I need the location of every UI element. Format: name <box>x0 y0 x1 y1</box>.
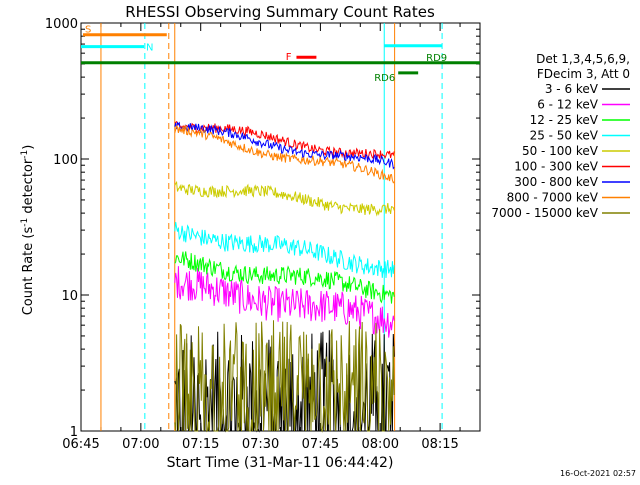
y-tick-label: 1000 <box>45 17 78 32</box>
plot-layer: 1 10 100 1000 06:45 07:00 07:15 07:30 07:45 08:00… <box>45 17 481 452</box>
x-tick-label: 07:30 <box>242 437 279 452</box>
x-tick-label: 08:15 <box>421 437 458 452</box>
series-line <box>174 251 395 304</box>
legend-label: 7000 - 15000 keV <box>491 206 598 220</box>
y-label-mid: detector <box>21 158 36 218</box>
x-tick-label: 08:00 <box>362 437 399 452</box>
series-line <box>174 266 395 338</box>
series-line <box>174 222 395 279</box>
y-tick-label: 10 <box>61 289 78 304</box>
legend-header-line1: Det 1,3,4,5,6,9, <box>536 52 630 66</box>
y-label-sup2: -1 <box>20 150 30 159</box>
y-label-main: Count Rate (s <box>21 227 36 316</box>
y-label-end: ) <box>21 145 36 150</box>
series-line <box>174 124 395 184</box>
flag-label: S <box>85 25 91 36</box>
flag-label: RD6 <box>374 73 395 84</box>
y-label-sup1: -1 <box>20 218 30 227</box>
x-tick-label: 06:45 <box>62 437 99 452</box>
flag-label: N <box>146 43 153 54</box>
series-line <box>174 180 395 217</box>
legend-label: 3 - 6 keV <box>545 82 599 96</box>
y-axis-label: Count Rate (s-1 detector-1) <box>20 145 36 316</box>
legend-label: 12 - 25 keV <box>530 113 599 127</box>
y-tick-label: 1 <box>70 425 78 440</box>
legend-label: 300 - 800 keV <box>514 175 598 189</box>
legend-header-line2: FDecim 3, Att 0 <box>537 67 630 81</box>
legend-label: 100 - 300 keV <box>514 160 598 174</box>
flag-label: F <box>286 52 292 63</box>
flag-label: RD9 <box>426 53 447 64</box>
legend-label: 800 - 7000 keV <box>507 191 599 205</box>
x-tick-label: 07:15 <box>182 437 219 452</box>
footer-timestamp: 16-Oct-2021 02:57 <box>560 469 636 478</box>
legend-label: 6 - 12 keV <box>537 98 599 112</box>
series-line <box>174 121 395 170</box>
legend-label: 25 - 50 keV <box>530 129 599 143</box>
x-axis-label: Start Time (31-Mar-11 06:44:42) <box>167 455 394 471</box>
series-line <box>174 320 395 433</box>
y-tick-label: 100 <box>53 153 78 168</box>
series-line <box>174 120 395 160</box>
x-tick-label: 07:45 <box>302 437 339 452</box>
x-tick-label: 07:00 <box>122 437 159 452</box>
legend-label: 50 - 100 keV <box>522 144 599 158</box>
chart-title: RHESSI Observing Summary Count Rates <box>125 3 435 21</box>
